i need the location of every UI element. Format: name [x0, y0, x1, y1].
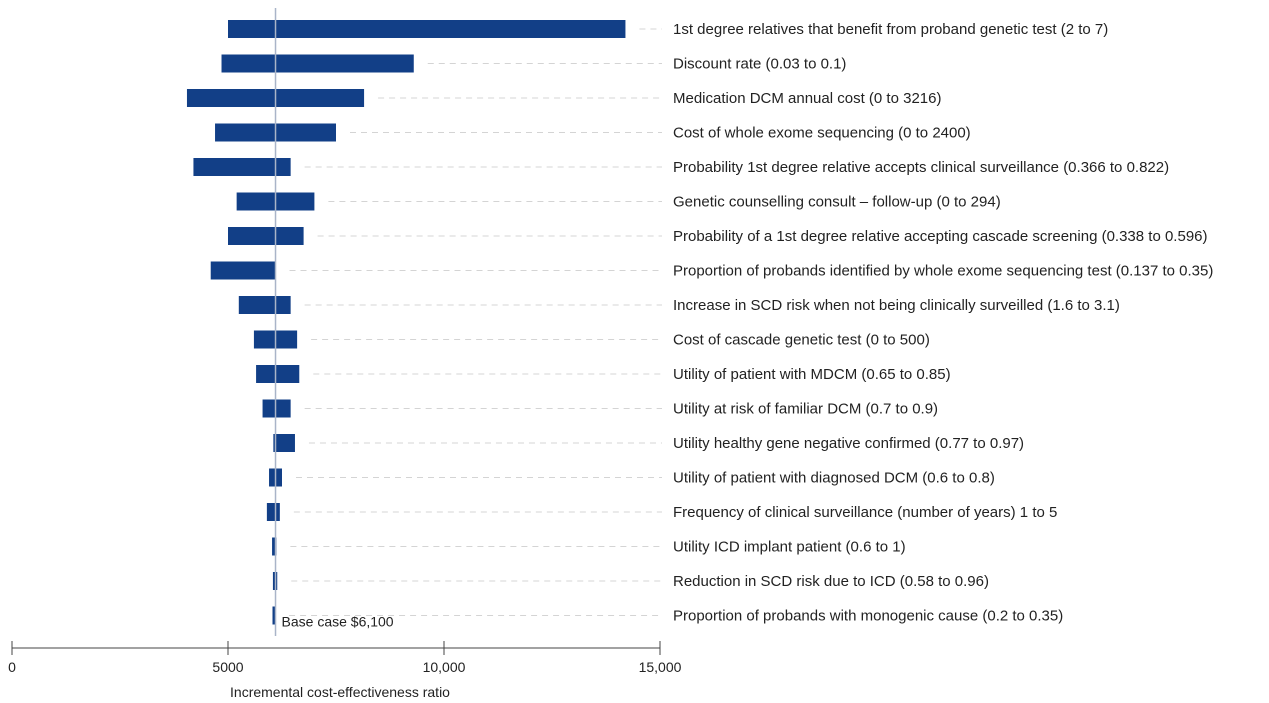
bar-18	[272, 606, 276, 625]
bar-2	[221, 54, 414, 73]
parameter-labels: 1st degree relatives that benefit from p…	[673, 21, 1213, 625]
parameter-label-9: Increase in SCD risk when not being clin…	[673, 297, 1120, 314]
parameter-label-11: Utility of patient with MDCM (0.65 to 0.…	[673, 366, 951, 383]
x-ticks: 0 5000 10,000 15,000	[8, 641, 682, 675]
x-tick-label-1: 0	[8, 659, 16, 675]
parameter-label-17: Reduction in SCD risk due to ICD (0.58 t…	[673, 573, 989, 590]
parameter-label-8: Proportion of probands identified by who…	[673, 263, 1213, 280]
parameter-label-7: Probability of a 1st degree relative acc…	[673, 228, 1208, 245]
bar-11	[256, 365, 300, 383]
bar-5	[193, 158, 291, 176]
parameter-label-2: Discount rate (0.03 to 0.1)	[673, 56, 846, 73]
parameter-label-12: Utility at risk of familiar DCM (0.7 to …	[673, 401, 938, 418]
bars	[186, 20, 626, 625]
parameter-label-6: Genetic counselling consult – follow-up …	[673, 194, 1001, 211]
x-axis: 0 5000 10,000 15,000 Incremental cost-effec…	[8, 641, 682, 700]
base-case-label: Base case $6,100	[282, 614, 394, 630]
bar-16	[272, 537, 277, 556]
x-tick-label-4: 15,000	[639, 659, 682, 675]
bar-15	[266, 503, 280, 521]
parameter-label-18: Proportion of probands with monogenic ca…	[673, 608, 1063, 625]
parameter-label-16: Utility ICD implant patient (0.6 to 1)	[673, 539, 906, 556]
bar-9	[238, 296, 291, 314]
bar-13	[273, 434, 295, 452]
parameter-label-1: 1st degree relatives that benefit from p…	[673, 21, 1108, 38]
parameter-label-5: Probability 1st degree relative accepts …	[673, 159, 1169, 176]
x-tick-label-3: 10,000	[423, 659, 466, 675]
parameter-label-13: Utility healthy gene negative confirmed …	[673, 435, 1024, 452]
parameter-label-4: Cost of whole exome sequencing (0 to 240…	[673, 125, 971, 142]
parameter-label-10: Cost of cascade genetic test (0 to 500)	[673, 332, 930, 349]
bar-12	[262, 399, 291, 418]
x-axis-title: Incremental cost-effectiveness ratio	[230, 684, 450, 700]
bar-7	[228, 227, 304, 245]
label-leader-lines	[289, 28, 662, 616]
bar-1	[228, 20, 626, 38]
bar-8	[210, 261, 276, 280]
parameter-label-15: Frequency of clinical surveillance (numb…	[673, 504, 1057, 521]
parameter-label-3: Medication DCM annual cost (0 to 3216)	[673, 90, 941, 107]
parameter-label-14: Utility of patient with diagnosed DCM (0…	[673, 470, 995, 487]
x-tick-label-2: 5000	[212, 659, 243, 675]
